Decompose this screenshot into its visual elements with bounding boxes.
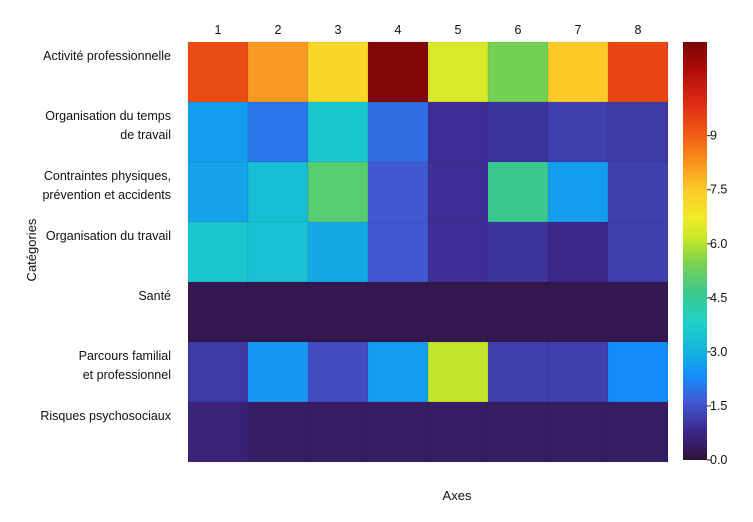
y-category-label: Activité professionnelle [43,49,171,63]
heatmap-cell [307,281,369,343]
colorbar-tick-label: 9 [710,129,717,143]
heatmap-cell [247,41,309,103]
heatmap-cell [367,281,429,343]
heatmap-cell [187,41,249,103]
colorbar-tick-label: 4.5 [710,291,727,305]
heatmap-cells [187,41,669,463]
x-tick-labels: 1 2 3 4 5 6 7 8 [215,23,642,37]
colorbar-tick-label: 0.0 [710,453,727,467]
heatmap-cell [247,101,309,163]
colorbar [683,42,707,460]
heatmap-cell [607,401,669,463]
heatmap-cell [547,161,609,223]
heatmap-cell [367,161,429,223]
heatmap-cell [487,221,549,283]
colorbar-tick-label: 3.0 [710,345,727,359]
heatmap-cell [607,221,669,283]
heatmap-cell [427,41,489,103]
heatmap-cell [187,161,249,223]
heatmap-cell [607,41,669,103]
heatmap-cell [307,401,369,463]
heatmap-cell [487,101,549,163]
heatmap-cell [547,101,609,163]
heatmap-cell [307,161,369,223]
heatmap-cell [247,161,309,223]
x-axis-title: Axes [443,488,472,503]
colorbar-tick-label: 1.5 [710,399,727,413]
heatmap-cell [247,281,309,343]
heatmap-cell [547,221,609,283]
y-category-label: Risques psychosociaux [40,409,171,423]
heatmap-cell [427,341,489,403]
heatmap-cell [187,401,249,463]
y-category-labels: Activité professionnelle Organisation du … [40,49,171,423]
heatmap-cell [547,401,609,463]
heatmap-cell [187,281,249,343]
x-tick-label: 4 [395,23,402,37]
y-category-label: Organisation du temps de travail [45,109,171,142]
y-axis-title: Catégories [24,218,39,281]
heatmap-cell [607,161,669,223]
heatmap-cell [307,341,369,403]
heatmap-cell [367,221,429,283]
heatmap-cell [367,41,429,103]
heatmap-cell [307,221,369,283]
heatmap-cell [547,281,609,343]
y-category-label: Organisation du travail [46,229,171,243]
heatmap-cell [307,41,369,103]
heatmap-cell [487,341,549,403]
heatmap-cell [247,401,309,463]
heatmap-cell [427,101,489,163]
heatmap-cell [307,101,369,163]
y-category-label: Contraintes physiques, prévention et acci… [42,169,171,202]
x-tick-label: 1 [215,23,222,37]
heatmap-cell [547,341,609,403]
heatmap-cell [427,401,489,463]
heatmap-cell [367,101,429,163]
heatmap-cell [427,221,489,283]
y-category-label: Parcours familial et professionnel [79,349,171,382]
y-category-label: Santé [138,289,171,303]
heatmap-cell [607,341,669,403]
heatmap-cell [187,101,249,163]
heatmap-cell [487,41,549,103]
x-tick-label: 6 [515,23,522,37]
colorbar-ticks: 0.0 1.5 3.0 4.5 6.0 7.5 9 [707,129,727,467]
heatmap-cell [487,401,549,463]
heatmap-cell [247,221,309,283]
heatmap-cell [187,221,249,283]
heatmap-cell [487,161,549,223]
colorbar-tick-label: 7.5 [710,183,727,197]
x-tick-label: 8 [635,23,642,37]
heatmap-cell [607,281,669,343]
x-tick-label: 3 [335,23,342,37]
heatmap-cell [187,341,249,403]
heatmap-cell [547,41,609,103]
colorbar-tick-label: 6.0 [710,237,727,251]
x-tick-label: 5 [455,23,462,37]
heatmap-cell [427,161,489,223]
heatmap-cell [367,341,429,403]
x-tick-label: 7 [575,23,582,37]
x-tick-label: 2 [275,23,282,37]
heatmap-cell [367,401,429,463]
heatmap-cell [487,281,549,343]
heatmap-cell [247,341,309,403]
heatmap-cell [427,281,489,343]
heatmap-cell [607,101,669,163]
